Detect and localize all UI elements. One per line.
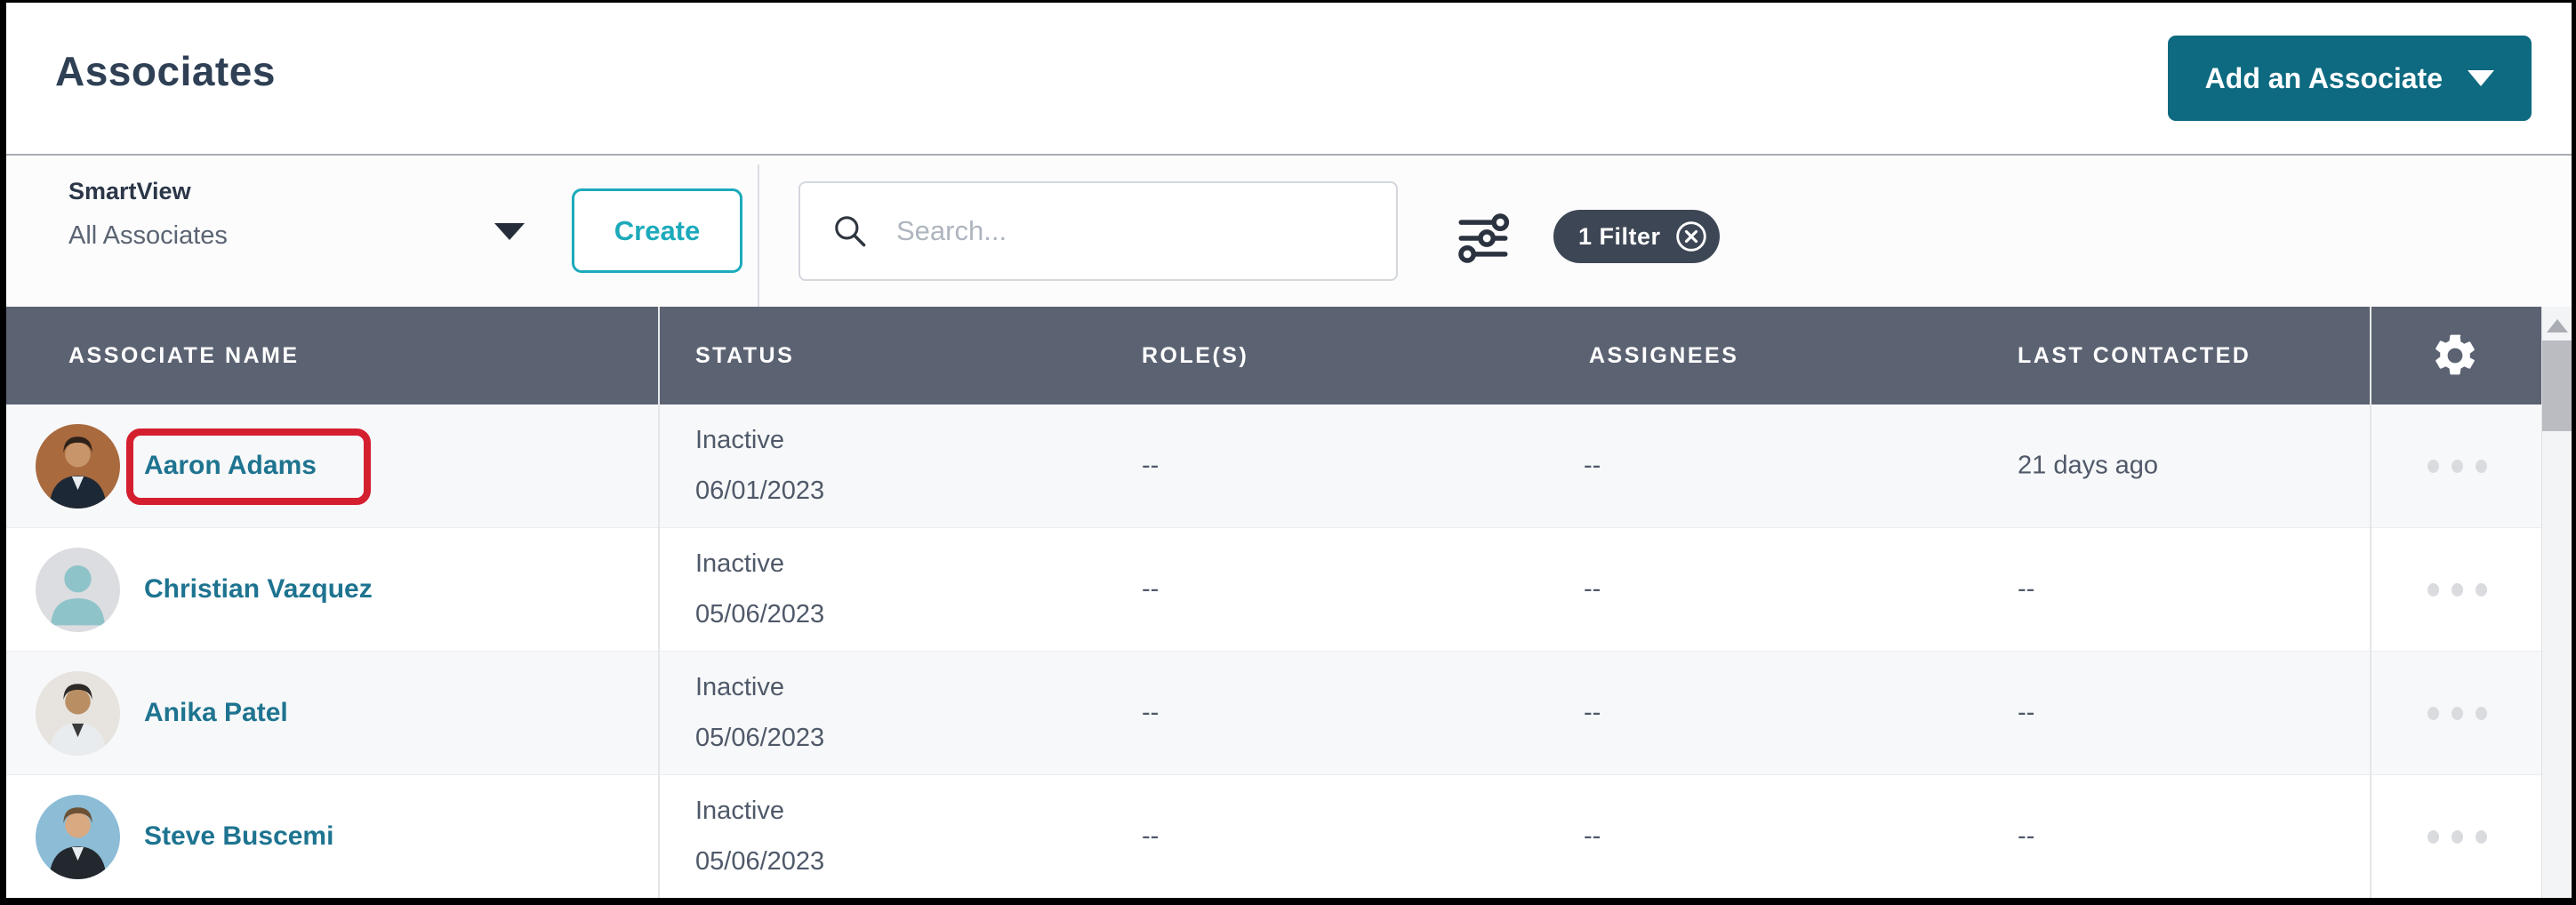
- scroll-up-arrow-icon[interactable]: [2547, 319, 2568, 332]
- status-cell: Inactive 06/01/2023: [695, 404, 824, 527]
- column-divider: [658, 404, 660, 898]
- add-an-associate-label: Add an Associate: [2204, 61, 2443, 94]
- last-contacted-cell: 21 days ago: [2018, 451, 2159, 480]
- status-cell: Inactive 05/06/2023: [695, 652, 824, 774]
- create-smartview-button[interactable]: Create: [572, 188, 742, 273]
- avatar: [36, 795, 120, 879]
- header-divider: [2370, 307, 2371, 404]
- add-an-associate-button[interactable]: Add an Associate: [2167, 36, 2532, 121]
- row-actions-ellipsis-icon[interactable]: [2412, 444, 2501, 488]
- status-value: Inactive: [695, 549, 784, 578]
- search-icon: [835, 216, 866, 247]
- associate-name-link[interactable]: Anika Patel: [144, 698, 288, 727]
- filter-sliders-icon[interactable]: [1454, 209, 1513, 268]
- vertical-scrollbar[interactable]: [2541, 307, 2572, 898]
- status-value: Inactive: [695, 673, 784, 701]
- remove-filter-icon[interactable]: [1673, 219, 1709, 254]
- gear-icon[interactable]: [2430, 331, 2480, 380]
- column-header-assignees: ASSIGNEES: [1589, 343, 1739, 368]
- header-divider: [658, 307, 660, 404]
- roles-cell: --: [1142, 451, 1160, 480]
- status-date: 05/06/2023: [695, 847, 825, 876]
- column-header-roles: ROLE(S): [1142, 343, 1249, 368]
- table-header: ASSOCIATE NAME STATUS ROLE(S) ASSIGNEES …: [6, 307, 2572, 404]
- column-header-associate-name: ASSOCIATE NAME: [68, 343, 300, 368]
- last-contacted-cell: --: [2018, 698, 2035, 727]
- associate-name-link[interactable]: Aaron Adams: [144, 451, 317, 480]
- row-actions-ellipsis-icon[interactable]: [2412, 691, 2501, 735]
- column-divider: [2370, 404, 2371, 898]
- scrollbar-thumb[interactable]: [2542, 340, 2572, 431]
- avatar: [36, 548, 120, 632]
- roles-cell: --: [1142, 821, 1160, 851]
- search-box: [798, 181, 1398, 281]
- smartview-selector[interactable]: SmartView All Associates: [68, 178, 228, 251]
- table-row[interactable]: Anika Patel Inactive 05/06/2023 -- -- --: [6, 652, 2541, 775]
- page-title: Associates: [55, 48, 276, 94]
- table-row[interactable]: Aaron Adams Inactive 06/01/2023 -- -- 21…: [6, 404, 2541, 528]
- column-header-status: STATUS: [695, 343, 795, 368]
- last-contacted-cell: --: [2018, 821, 2035, 851]
- smartview-label: SmartView: [68, 178, 191, 204]
- toolbar: SmartView All Associates Create 1 Fil: [6, 154, 2572, 307]
- search-input[interactable]: [896, 183, 1396, 279]
- status-date: 05/06/2023: [695, 600, 825, 629]
- row-actions-ellipsis-icon[interactable]: [2412, 567, 2501, 612]
- status-value: Inactive: [695, 426, 784, 454]
- assignees-cell: --: [1584, 451, 1601, 480]
- smartview-chevron-down-icon[interactable]: [494, 223, 525, 240]
- associate-name-link[interactable]: Christian Vazquez: [144, 574, 373, 604]
- chevron-down-icon: [2468, 70, 2494, 86]
- assignees-cell: --: [1584, 574, 1601, 604]
- assignees-cell: --: [1584, 698, 1601, 727]
- row-actions-ellipsis-icon[interactable]: [2412, 814, 2501, 859]
- table-row[interactable]: Steve Buscemi Inactive 05/06/2023 -- -- …: [6, 775, 2541, 898]
- assignees-cell: --: [1584, 821, 1601, 851]
- status-cell: Inactive 05/06/2023: [695, 528, 824, 651]
- filter-chip[interactable]: 1 Filter: [1553, 210, 1720, 263]
- smartview-selected-value: All Associates: [68, 221, 228, 250]
- status-date: 05/06/2023: [695, 724, 825, 752]
- column-header-last-contacted: LAST CONTACTED: [2018, 343, 2251, 368]
- status-cell: Inactive 05/06/2023: [695, 775, 824, 898]
- roles-cell: --: [1142, 574, 1160, 604]
- associate-name-link[interactable]: Steve Buscemi: [144, 821, 334, 851]
- app-window: Associates Add an Associate SmartView Al…: [6, 3, 2572, 898]
- avatar: [36, 424, 120, 509]
- last-contacted-cell: --: [2018, 574, 2035, 604]
- roles-cell: --: [1142, 698, 1160, 727]
- top-bar: Associates Add an Associate: [6, 3, 2572, 154]
- associates-table-body: Aaron Adams Inactive 06/01/2023 -- -- 21…: [6, 404, 2541, 898]
- status-date: 06/01/2023: [695, 477, 825, 505]
- toolbar-divider: [758, 164, 759, 307]
- filter-chip-label: 1 Filter: [1578, 222, 1661, 250]
- table-row[interactable]: Christian Vazquez Inactive 05/06/2023 --…: [6, 528, 2541, 652]
- status-value: Inactive: [695, 797, 784, 825]
- avatar: [36, 671, 120, 756]
